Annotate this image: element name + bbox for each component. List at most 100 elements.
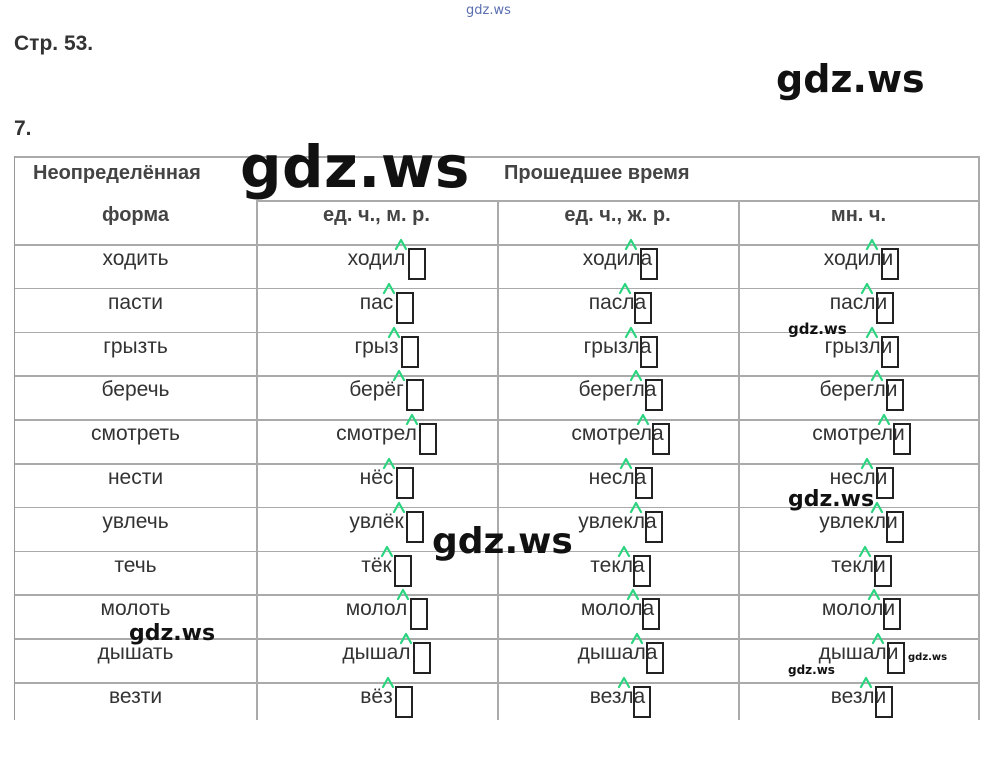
- table-row-divider: [15, 419, 980, 421]
- table-cell-feminine: смотрела: [571, 422, 664, 446]
- table-cell-infinitive: беречь: [101, 378, 170, 402]
- caret-up-icon: [381, 676, 394, 688]
- table-cell-feminine: увлекла: [578, 509, 657, 533]
- caret-up-icon: [858, 545, 871, 557]
- exercise-number: 7.: [14, 117, 32, 140]
- watermark-small-1: gdz.ws: [788, 320, 847, 338]
- ending-box-icon: [644, 379, 663, 412]
- ending-box-icon: [892, 423, 911, 456]
- table-cell-plural: берегли: [819, 378, 898, 402]
- table-cell-masculine: вёз: [360, 685, 393, 708]
- table-cell-plural: увлекли: [819, 509, 898, 533]
- caret-up-icon: [618, 282, 632, 294]
- table-cell-plural: текли: [831, 553, 886, 577]
- table-cell-infinitive: везти: [108, 685, 163, 708]
- caret-up-icon: [859, 676, 872, 688]
- ending-box-icon: [873, 554, 892, 587]
- header-singular-feminine: ед. ч., ж. р.: [564, 204, 671, 226]
- table-cell-plural: грызли: [824, 334, 893, 358]
- table-header-divider: [256, 200, 980, 202]
- watermark-top: gdz.ws: [466, 3, 511, 18]
- caret-up-icon: [392, 501, 405, 513]
- caret-up-icon: [865, 326, 878, 338]
- ending-box-icon: [875, 291, 894, 324]
- header-past-tense: Прошедшее время: [504, 162, 690, 184]
- table-cell-masculine: берёг: [349, 378, 404, 402]
- caret-up-icon: [867, 589, 881, 601]
- table-cell-infinitive: течь: [114, 553, 157, 577]
- table-cell-feminine: берегла: [578, 378, 657, 402]
- table-cell-plural: мололи: [821, 597, 896, 621]
- verb-table: Неопределённая форма Прошедшее время ед.…: [14, 156, 980, 720]
- table-cell-feminine: несла: [588, 466, 647, 489]
- table-cell-feminine: везла: [589, 685, 646, 708]
- table-row-divider: [15, 331, 980, 334]
- caret-up-icon: [624, 238, 638, 250]
- ending-box-icon: [885, 379, 904, 412]
- ending-box-icon: [409, 598, 428, 631]
- watermark-small-4: gdz.ws: [788, 663, 835, 677]
- ending-box-icon: [394, 554, 412, 587]
- table-cell-infinitive: увлечь: [102, 509, 169, 533]
- ending-box-icon: [406, 379, 424, 412]
- table-cell-plural: везли: [830, 685, 887, 708]
- caret-up-icon: [860, 457, 873, 469]
- caret-up-icon: [877, 414, 890, 426]
- ending-box-icon: [407, 248, 426, 280]
- table-row-divider: [15, 682, 980, 684]
- ending-box-icon: [881, 248, 899, 280]
- ending-box-icon: [880, 335, 899, 368]
- table-cell-plural: дышали: [818, 641, 899, 665]
- ending-box-icon: [634, 467, 653, 499]
- table-cell-feminine: пасла: [588, 290, 647, 314]
- table-cell-masculine: молол: [345, 597, 408, 621]
- header-singular-masculine: ед. ч., м. р.: [323, 204, 430, 226]
- caret-up-icon: [629, 370, 642, 382]
- ending-box-icon: [632, 554, 651, 587]
- table-col-divider-3: [738, 200, 740, 720]
- table-cell-infinitive: пасти: [108, 290, 163, 314]
- table-row-divider: [15, 375, 980, 377]
- table-cell-infinitive: грызть: [103, 334, 168, 358]
- caret-up-icon: [871, 633, 884, 645]
- table-cell-feminine: текла: [590, 553, 645, 577]
- table-cell-feminine: грызла: [583, 334, 652, 358]
- watermark-small-2: gdz.ws: [788, 487, 875, 512]
- table-cell-masculine: дышал: [342, 641, 411, 665]
- ending-box-icon: [633, 686, 651, 718]
- table-cell-masculine: смотрел: [336, 422, 417, 446]
- caret-up-icon: [870, 501, 884, 513]
- caret-up-icon: [636, 414, 649, 426]
- ending-box-icon: [886, 642, 905, 675]
- caret-up-icon: [399, 633, 412, 645]
- watermark-center: gdz.ws: [432, 521, 573, 562]
- table-col-divider-2: [497, 200, 499, 720]
- caret-up-icon: [382, 457, 395, 469]
- caret-up-icon: [396, 589, 409, 601]
- table-row-divider: [15, 638, 980, 640]
- table-border-right: [978, 156, 980, 720]
- ending-box-icon: [640, 248, 658, 280]
- ending-box-icon: [405, 510, 424, 543]
- caret-up-icon: [392, 370, 406, 382]
- caret-up-icon: [619, 457, 632, 469]
- caret-up-icon: [624, 326, 637, 338]
- caret-up-icon: [630, 633, 643, 645]
- caret-up-icon: [617, 676, 631, 688]
- ending-box-icon: [874, 686, 893, 718]
- caret-up-icon: [394, 238, 407, 250]
- table-cell-masculine: пас: [359, 290, 394, 314]
- ending-box-icon: [875, 467, 894, 499]
- table-row-divider: [15, 287, 980, 290]
- table-row-divider: [15, 594, 980, 596]
- table-cell-masculine: грыз: [354, 334, 399, 358]
- table-cell-infinitive: ходить: [102, 247, 169, 270]
- watermark-small-5: gdz.ws: [908, 652, 948, 663]
- table-row-divider: [15, 550, 980, 553]
- header-plural: мн. ч.: [830, 204, 887, 226]
- watermark-small-3: gdz.ws: [129, 621, 216, 646]
- header-infinitive-line2: форма: [101, 204, 170, 226]
- table-cell-infinitive: молоть: [100, 597, 171, 621]
- ending-box-icon: [395, 291, 414, 324]
- ending-box-icon: [883, 598, 901, 631]
